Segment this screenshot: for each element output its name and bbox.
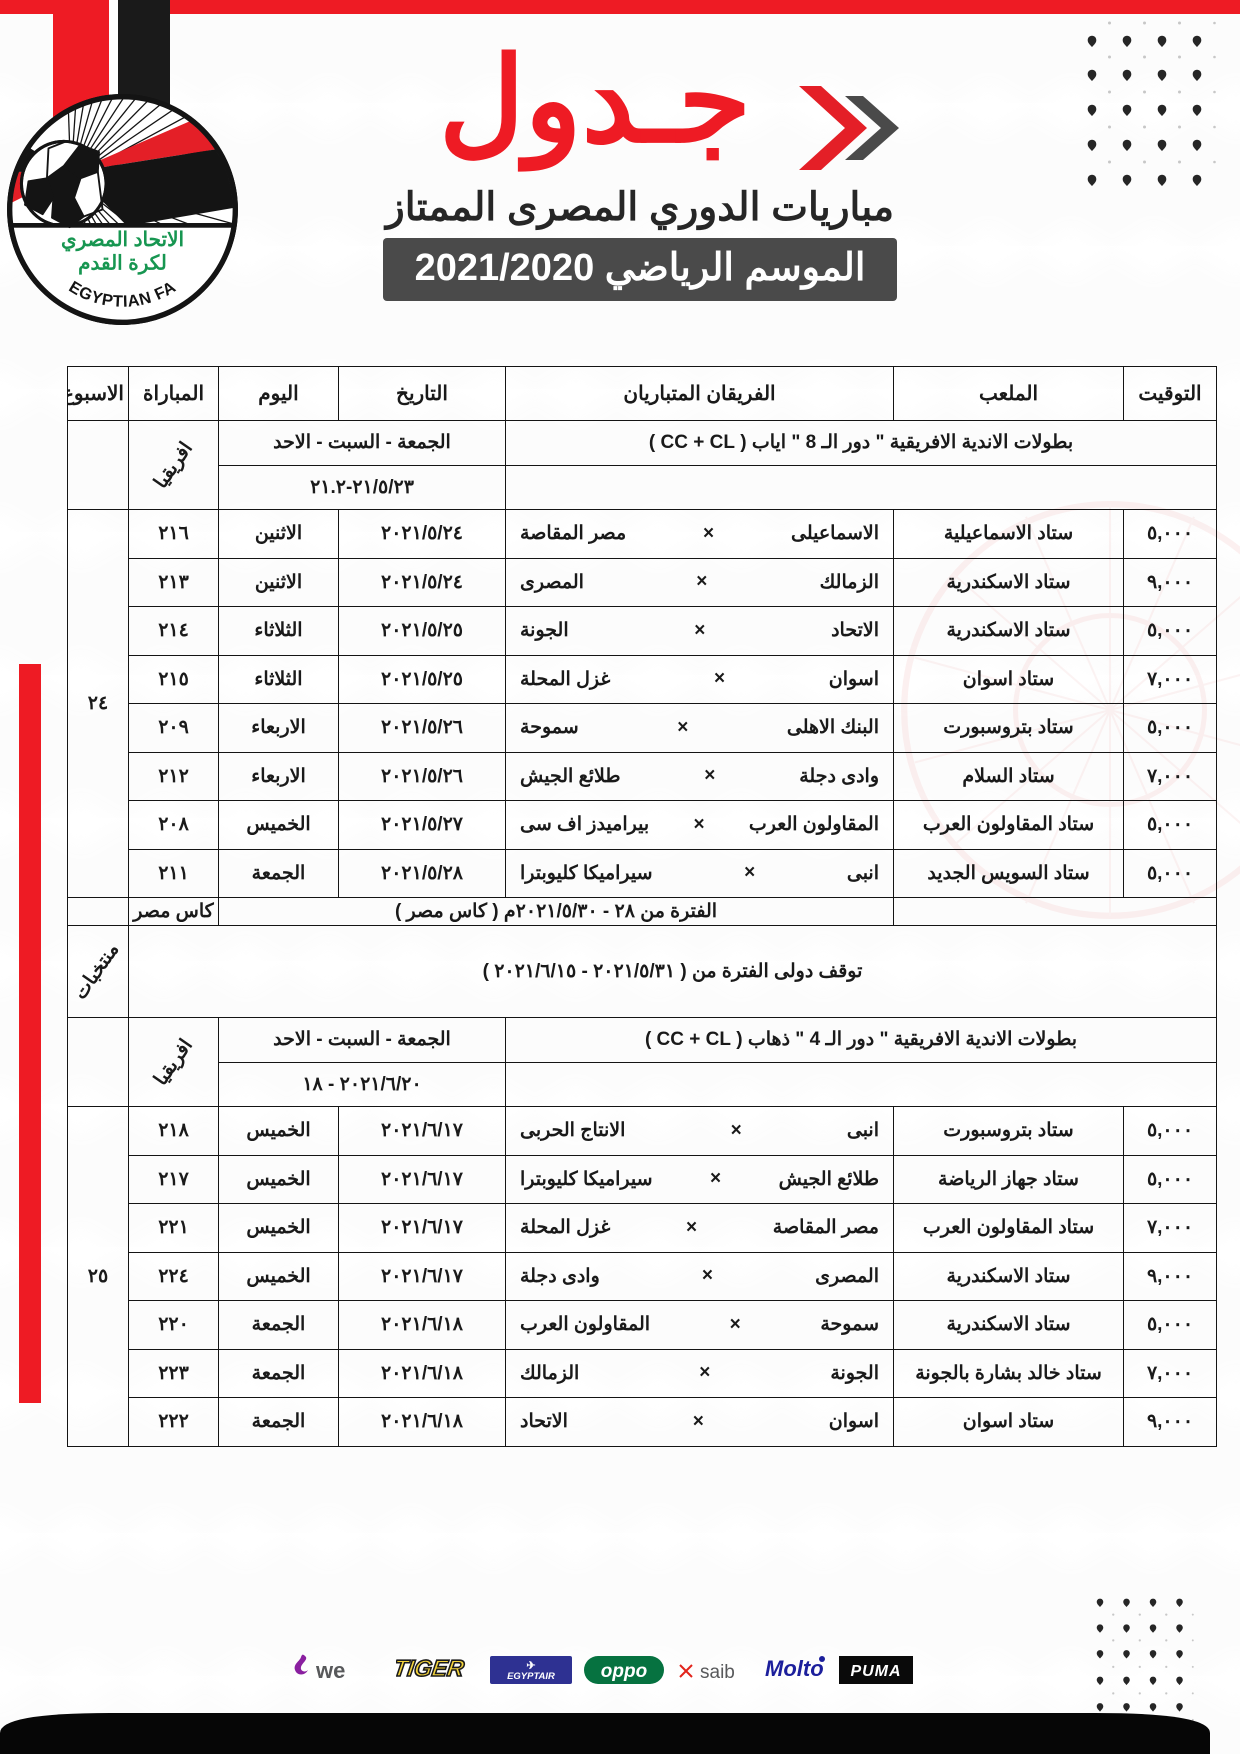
- svg-text:PUMA: PUMA: [850, 1663, 901, 1680]
- svg-text:oppo: oppo: [601, 1661, 647, 1682]
- svg-text:TIGER: TIGER: [396, 1655, 466, 1681]
- svg-text:الاتحاد المصري: الاتحاد المصري: [61, 229, 184, 252]
- svg-text:saib: saib: [700, 1662, 735, 1683]
- svg-text:we: we: [315, 1658, 345, 1683]
- svg-text:Molto: Molto: [765, 1656, 824, 1681]
- svg-text:EGYPTAIR: EGYPTAIR: [507, 1671, 555, 1682]
- svg-text:لكرة القدم: لكرة القدم: [78, 252, 167, 275]
